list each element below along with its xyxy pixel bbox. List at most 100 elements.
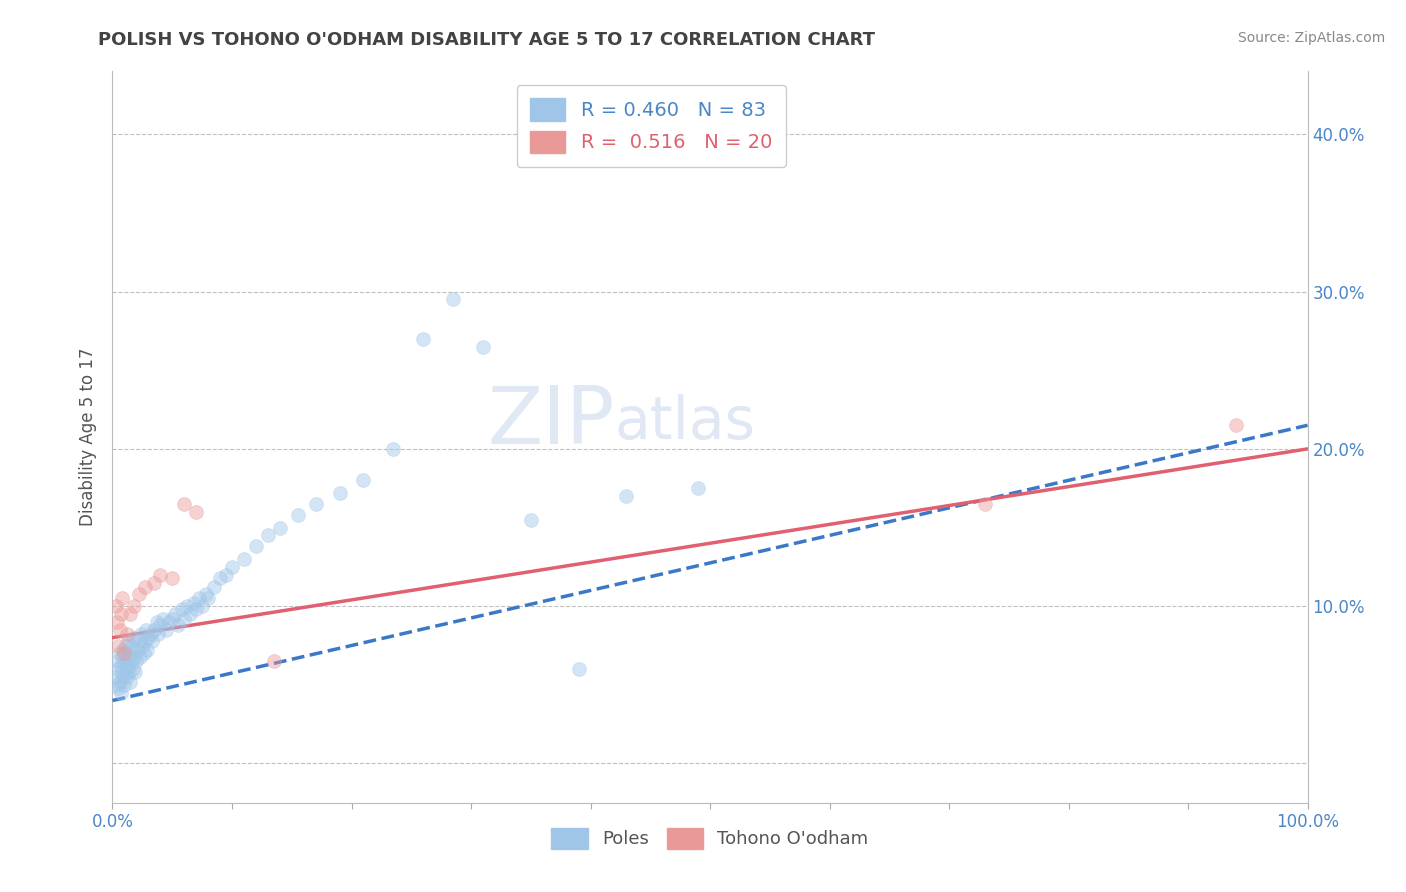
Point	[127, 643, 149, 657]
Point	[186, 602, 208, 616]
Point	[114, 639, 136, 653]
Point	[104, 670, 127, 684]
Point	[121, 654, 143, 668]
Point	[110, 686, 132, 700]
Legend: Poles, Tohono O'odham: Poles, Tohono O'odham	[544, 821, 876, 856]
Point	[329, 486, 352, 500]
Point	[108, 674, 131, 689]
Point	[121, 639, 143, 653]
Point	[125, 654, 148, 668]
Point	[117, 633, 139, 648]
Point	[263, 654, 285, 668]
Point	[138, 631, 160, 645]
Point	[170, 602, 193, 616]
Point	[167, 618, 190, 632]
Point	[108, 623, 131, 637]
Point	[352, 473, 374, 487]
Text: atlas: atlas	[614, 394, 755, 451]
Point	[141, 633, 163, 648]
Point	[157, 615, 180, 629]
Point	[149, 618, 172, 632]
Point	[122, 631, 145, 645]
Point	[162, 571, 183, 585]
Point	[152, 612, 174, 626]
Point	[122, 649, 145, 664]
Point	[233, 552, 256, 566]
Text: Source: ZipAtlas.com: Source: ZipAtlas.com	[1237, 31, 1385, 45]
Point	[107, 681, 129, 695]
Point	[163, 607, 186, 621]
Point	[122, 599, 145, 614]
Point	[472, 340, 495, 354]
Point	[176, 599, 198, 614]
Point	[1225, 418, 1247, 433]
Point	[134, 580, 156, 594]
Point	[155, 623, 177, 637]
Point	[194, 586, 217, 600]
Point	[124, 665, 146, 680]
Point	[111, 649, 134, 664]
Point	[132, 646, 155, 660]
Point	[209, 571, 232, 585]
Point	[143, 575, 166, 590]
Point	[114, 646, 135, 660]
Point	[146, 627, 169, 641]
Point	[110, 607, 132, 621]
Point	[120, 646, 142, 660]
Point	[197, 591, 219, 606]
Point	[221, 559, 243, 574]
Point	[107, 654, 129, 668]
Point	[107, 639, 129, 653]
Point	[187, 591, 209, 606]
Point	[111, 665, 134, 680]
Point	[215, 567, 238, 582]
Point	[179, 607, 201, 621]
Point	[118, 665, 141, 680]
Point	[202, 580, 225, 594]
Point	[191, 599, 214, 614]
Point	[134, 633, 156, 648]
Point	[520, 513, 543, 527]
Point	[115, 649, 138, 664]
Point	[616, 489, 638, 503]
Text: POLISH VS TOHONO O'ODHAM DISABILITY AGE 5 TO 17 CORRELATION CHART: POLISH VS TOHONO O'ODHAM DISABILITY AGE …	[98, 31, 876, 49]
Point	[114, 662, 136, 676]
Point	[112, 670, 135, 684]
Point	[441, 293, 464, 307]
Point	[305, 497, 328, 511]
Point	[128, 586, 150, 600]
Y-axis label: Disability Age 5 to 17: Disability Age 5 to 17	[79, 348, 97, 526]
Point	[115, 670, 138, 684]
Point	[117, 659, 139, 673]
Point	[105, 599, 128, 614]
Point	[688, 481, 710, 495]
Point	[120, 607, 142, 621]
Point	[120, 674, 142, 689]
Point	[129, 649, 152, 664]
Point	[162, 612, 183, 626]
Point	[186, 505, 208, 519]
Point	[110, 659, 132, 673]
Point	[382, 442, 405, 456]
Point	[131, 639, 153, 653]
Point	[257, 528, 280, 542]
Point	[128, 633, 150, 648]
Point	[287, 508, 309, 522]
Point	[105, 662, 128, 676]
Point	[114, 678, 135, 692]
Point	[173, 497, 195, 511]
Point	[139, 627, 162, 641]
Point	[974, 497, 997, 511]
Point	[145, 615, 167, 629]
Point	[105, 615, 128, 629]
Point	[115, 627, 138, 641]
Point	[245, 540, 267, 554]
Point	[108, 646, 131, 660]
Point	[111, 591, 134, 606]
Point	[149, 567, 172, 582]
Text: ZIP: ZIP	[486, 384, 614, 461]
Point	[114, 654, 135, 668]
Point	[568, 662, 591, 676]
Point	[269, 520, 291, 534]
Point	[129, 627, 152, 641]
